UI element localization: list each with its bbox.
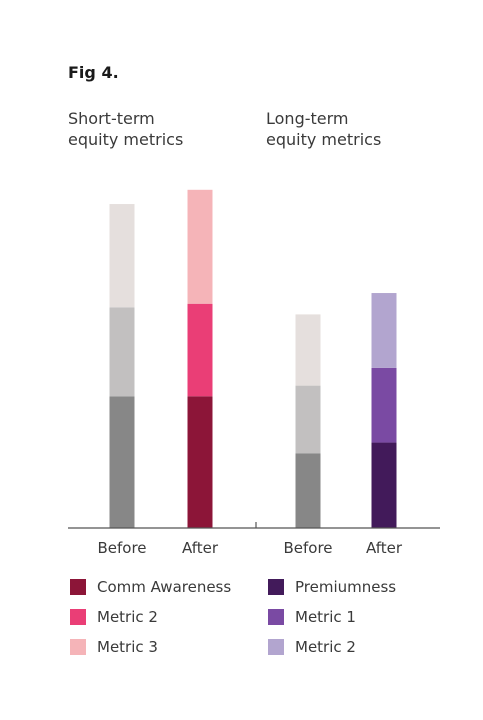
group-title-long-term-line1: Long-term — [266, 109, 349, 128]
x-tick-label-g1-b1: After — [366, 539, 403, 557]
bar-segment-g0-b0-s1 — [109, 307, 135, 397]
legend-swatch-4 — [70, 639, 86, 655]
bar-segment-g0-b1-s0 — [187, 396, 213, 528]
bar-segment-g1-b0-s0 — [295, 453, 321, 528]
legend-swatch-0 — [70, 579, 86, 595]
legend-label-2: Metric 2 — [97, 608, 158, 626]
legend-swatch-3 — [268, 609, 284, 625]
x-tick-label-g0-b0: Before — [97, 539, 146, 557]
x-tick-label-g0-b1: After — [182, 539, 219, 557]
bar-segment-g0-b1-s1 — [187, 303, 213, 397]
bars-layer — [109, 189, 397, 528]
legend-label-3: Metric 1 — [295, 608, 356, 626]
bar-segment-g1-b1-s0 — [371, 442, 397, 528]
bar-segment-g0-b0-s0 — [109, 396, 135, 528]
legend: Comm Awareness Premiumness Metric 2 Metric … — [70, 578, 396, 656]
bar-segment-g1-b0-s2 — [295, 314, 321, 386]
legend-label-1: Premiumness — [295, 578, 396, 596]
bar-segment-g0-b0-s2 — [109, 204, 135, 308]
legend-swatch-2 — [70, 609, 86, 625]
group-title-short-term-line2: equity metrics — [68, 130, 183, 149]
legend-swatch-1 — [268, 579, 284, 595]
legend-swatch-5 — [268, 639, 284, 655]
bar-segment-g0-b1-s2 — [187, 189, 213, 304]
legend-label-0: Comm Awareness — [97, 578, 231, 596]
tick-labels: Before After Before After — [97, 539, 402, 557]
x-tick-label-g1-b0: Before — [283, 539, 332, 557]
bar-segment-g1-b1-s1 — [371, 367, 397, 443]
bar-segment-g1-b0-s1 — [295, 385, 321, 454]
figure-label: Fig 4. — [68, 63, 119, 82]
group-title-short-term-line1: Short-term — [68, 109, 155, 128]
legend-label-5: Metric 2 — [295, 638, 356, 656]
group-title-long-term-line2: equity metrics — [266, 130, 381, 149]
legend-label-4: Metric 3 — [97, 638, 158, 656]
bar-segment-g1-b1-s2 — [371, 293, 397, 368]
